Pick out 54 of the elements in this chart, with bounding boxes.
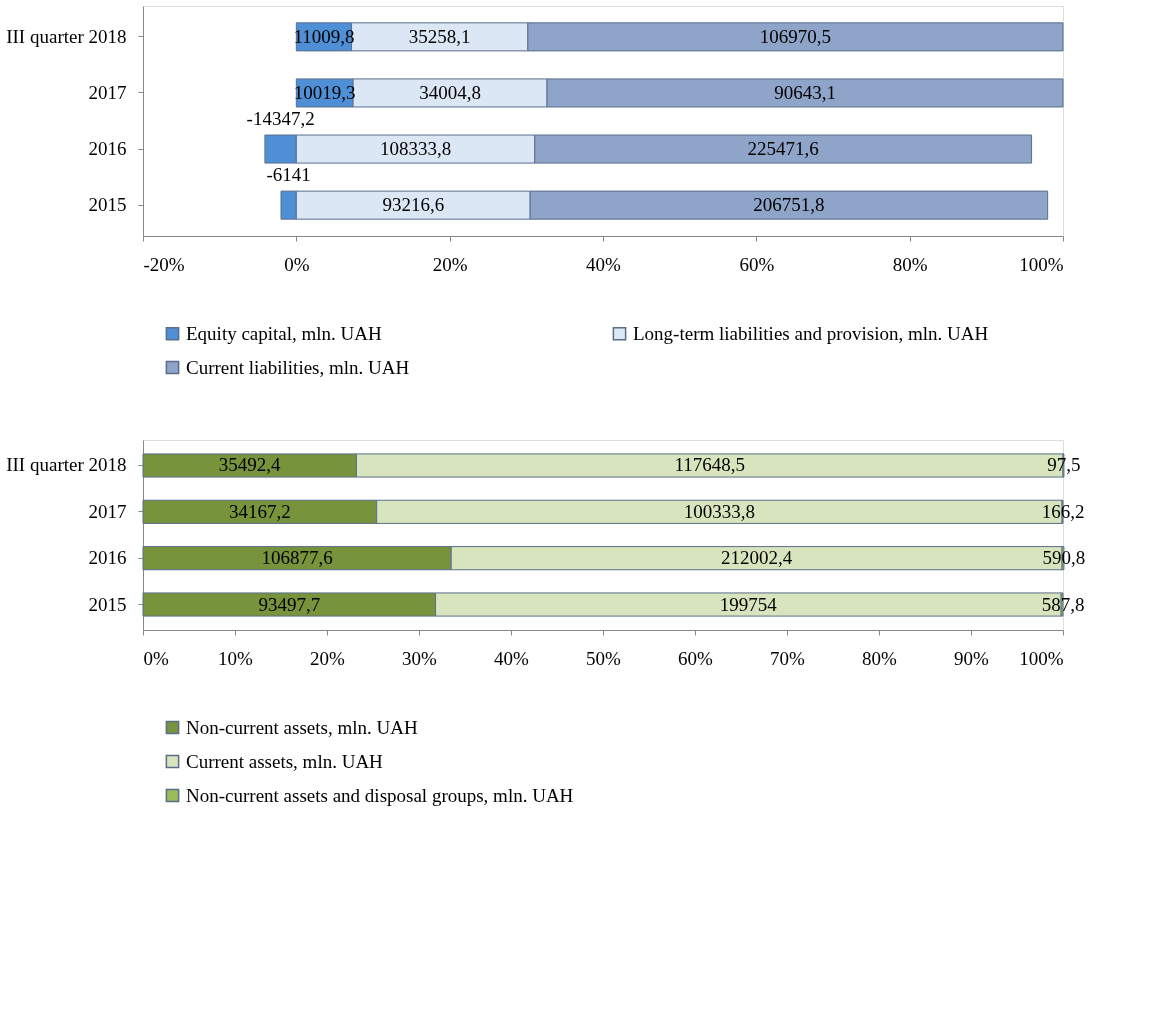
annotation: 35258,1 bbox=[408, 25, 471, 47]
y-tick-label: 2015 bbox=[88, 194, 127, 216]
y-tick-label: 2016 bbox=[88, 547, 127, 569]
annotation: 93216,6 bbox=[382, 194, 445, 216]
annotation: 199754 bbox=[719, 593, 778, 615]
x-tick-label: 20% bbox=[432, 253, 468, 275]
annotation: 108333,8 bbox=[379, 138, 452, 160]
annotation: -6141 bbox=[266, 164, 311, 186]
annotation: 590,8 bbox=[1042, 547, 1086, 569]
annotation: 106970,5 bbox=[759, 25, 832, 47]
annotation: 100333,8 bbox=[683, 500, 756, 522]
x-tick-label: 70% bbox=[770, 647, 806, 669]
annotation: 212002,4 bbox=[721, 547, 793, 569]
x-tick-label: 80% bbox=[862, 647, 898, 669]
y-tick-label: 2015 bbox=[88, 593, 127, 615]
annotation: 90643,1 bbox=[774, 81, 836, 103]
x-tick-label: 80% bbox=[892, 253, 928, 275]
annotation: 34004,8 bbox=[419, 81, 481, 103]
legend-label: Non-current assets, mln. UAH bbox=[186, 716, 418, 738]
x-tick-label: 30% bbox=[402, 647, 438, 669]
x-tick-label: 0% bbox=[284, 253, 310, 275]
annotation: 166,2 bbox=[1041, 500, 1085, 522]
x-tick-label: 20% bbox=[310, 647, 346, 669]
annotation: 587,8 bbox=[1041, 593, 1085, 615]
annotation: 35492,4 bbox=[218, 454, 282, 476]
x-tick-label: 60% bbox=[678, 647, 714, 669]
x-tick-label: 40% bbox=[586, 253, 622, 275]
x-tick-label: 100% bbox=[1019, 253, 1064, 275]
annotation: 117648,5 bbox=[674, 454, 745, 476]
y-tick-label: 2017 bbox=[88, 81, 127, 103]
y-tick-label: III quarter 2018 bbox=[6, 454, 127, 476]
legend-label: Non-current assets and disposal groups, mln. UAH bbox=[186, 784, 574, 806]
y-tick-label: III quarter 2018 bbox=[6, 25, 127, 47]
annotation: -14347,2 bbox=[246, 108, 315, 130]
y-tick-label: 2016 bbox=[88, 138, 127, 160]
x-tick-label: 0% bbox=[143, 647, 169, 669]
legend-label: Equity capital, mln. UAH bbox=[186, 322, 383, 344]
annotation: 34167,2 bbox=[228, 500, 291, 522]
x-tick-label: -20% bbox=[143, 253, 185, 275]
x-tick-label: 90% bbox=[954, 647, 990, 669]
x-tick-label: 60% bbox=[739, 253, 775, 275]
annotation: 93497,7 bbox=[258, 593, 321, 615]
annotation: 206751,8 bbox=[753, 194, 825, 216]
x-tick-label: 100% bbox=[1019, 647, 1064, 669]
x-tick-label: 50% bbox=[586, 647, 622, 669]
legend-label: Current assets, mln. UAH bbox=[186, 750, 384, 772]
x-tick-label: 10% bbox=[218, 647, 254, 669]
annotation: 97,5 bbox=[1047, 454, 1081, 476]
y-tick-label: 2017 bbox=[88, 500, 127, 522]
legend-label: Long-term liabilities and provision, mln. UAH bbox=[633, 322, 989, 344]
annotation: 225471,6 bbox=[747, 138, 819, 160]
annotation: 106877,6 bbox=[261, 547, 333, 569]
x-tick-label: 40% bbox=[494, 647, 530, 669]
legend-label: Current liabilities, mln. UAH bbox=[186, 356, 410, 378]
